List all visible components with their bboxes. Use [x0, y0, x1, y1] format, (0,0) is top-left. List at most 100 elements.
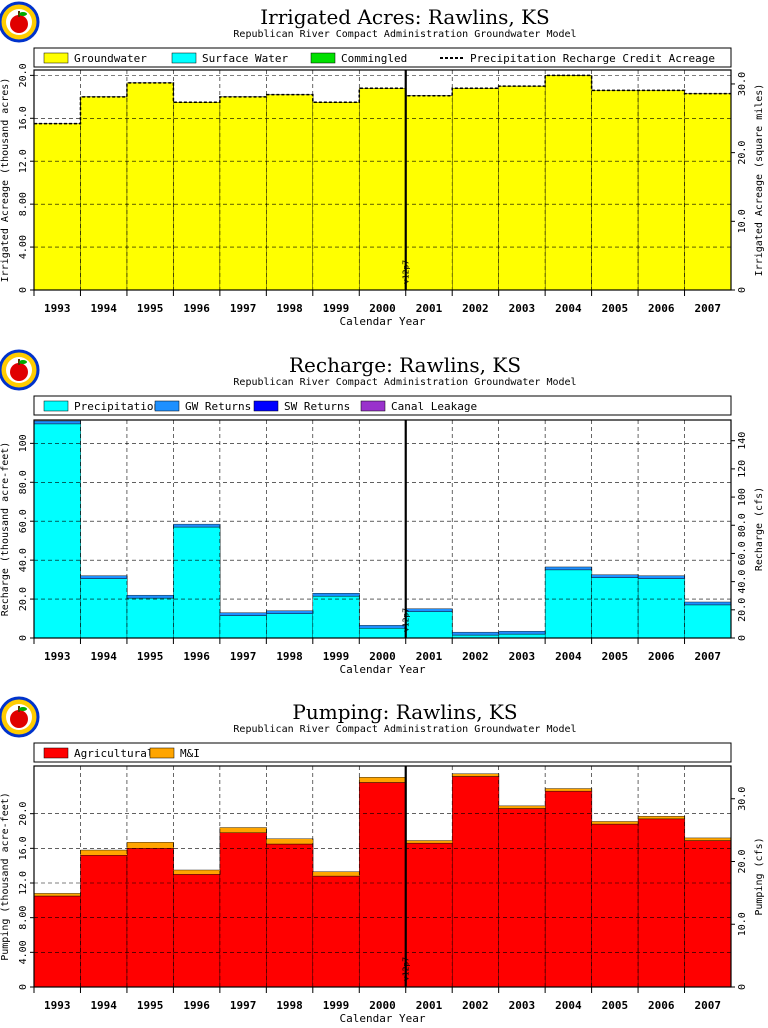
y2-tick-label: 0 [737, 635, 748, 641]
x-tick-label: 2007 [695, 302, 722, 315]
legend-entry: Agricultural [43, 747, 153, 760]
bar-segment [173, 874, 221, 988]
bar-segment [173, 523, 221, 528]
bar-segment [80, 575, 128, 579]
legend-entry: Surface Water [171, 52, 288, 65]
x-axis-label: Calendar Year [339, 315, 425, 328]
legend-entry: Groundwater [43, 52, 147, 65]
y-axis-label: Pumping (thousand acre-feet) [0, 792, 11, 961]
x-tick-label: 1997 [230, 999, 257, 1012]
y2-tick-label: 20.0 [737, 849, 748, 873]
legend-entry: Precipitation Recharge Credit Acreage [440, 52, 715, 65]
bar-segment [684, 601, 732, 606]
bar-segment [359, 88, 407, 291]
y2-tick-label: 30.0 [737, 787, 748, 811]
logo-apple [10, 15, 28, 33]
bar-segment [405, 611, 453, 639]
x-tick-label: 2005 [602, 302, 629, 315]
bar-segment [684, 840, 732, 988]
y-tick-label: 16.0 [18, 106, 29, 130]
x-tick-label: 2006 [648, 999, 675, 1012]
y2-axis-label: Irrigated Acreage (square miles) [754, 84, 765, 277]
x-tick-label: 1993 [44, 302, 71, 315]
apple-logo-icon [0, 1, 40, 43]
x-axis-label: Calendar Year [339, 1012, 425, 1024]
y-axis-label: Recharge (thousand acre-feet) [0, 442, 11, 617]
legend-label: Canal Leakage [391, 400, 477, 413]
y2-tick-label: 20.0 [737, 598, 748, 622]
legend-box [33, 742, 732, 763]
y-tick-label: 0 [18, 287, 29, 293]
x-tick-label: 2001 [416, 999, 443, 1012]
y-tick-label: 60.0 [18, 509, 29, 533]
bar-segment [312, 593, 360, 597]
bar-segment [544, 790, 593, 988]
y-tick-label: 0 [18, 635, 29, 641]
bar-segment [544, 566, 593, 571]
x-tick-label: 2001 [416, 302, 443, 315]
legend-swatch [310, 52, 336, 64]
x-tick-label: 1996 [183, 999, 210, 1012]
bar-segment [544, 75, 593, 291]
y2-tick-label: 0 [737, 287, 748, 293]
x-tick-label: 1996 [183, 650, 210, 663]
apple-logo-icon [0, 696, 40, 738]
bar-segment [637, 578, 686, 639]
chart-title: Irrigated Acres: Rawlins, KS [260, 5, 549, 29]
logo-leaf [19, 12, 27, 16]
bar-segment [126, 597, 174, 639]
legend-label: Agricultural [74, 747, 153, 760]
bar-segment [591, 90, 639, 291]
bar-segment [498, 630, 546, 635]
legend-swatch [43, 400, 69, 412]
bar-segment [452, 776, 500, 988]
bar-segment [33, 123, 81, 291]
x-tick-label: 1997 [230, 650, 257, 663]
x-tick-label: 1998 [276, 650, 303, 663]
x-tick-label: 2005 [602, 999, 629, 1012]
legend-label: GW Returns [185, 400, 251, 413]
y-tick-label: 4.00 [18, 235, 29, 259]
legend-swatch [149, 747, 175, 759]
x-tick-label: 1997 [230, 302, 257, 315]
logo-apple [10, 363, 28, 381]
y-tick-label: 8.00 [18, 192, 29, 216]
legend-swatch [253, 400, 279, 412]
bar-segment [544, 569, 593, 639]
bar-segment [80, 855, 128, 988]
bar-segment [452, 631, 500, 636]
bar-segment [359, 625, 407, 629]
x-tick-label: 2007 [695, 650, 722, 663]
logo-apple [10, 710, 28, 728]
y-tick-label: 20.0 [18, 63, 29, 87]
bar-segment [266, 613, 314, 639]
bar-segment [498, 85, 546, 291]
legend-swatch [360, 400, 386, 412]
legend-entry: Canal Leakage [360, 400, 477, 413]
x-tick-label: 2004 [555, 302, 582, 315]
y-tick-label: 20.0 [18, 802, 29, 826]
bar-segment [219, 96, 267, 291]
bar-segment [219, 832, 267, 988]
y2-tick-label: 120 [737, 460, 748, 478]
bar-segment [452, 88, 500, 291]
x-tick-label: 1994 [90, 302, 117, 315]
y-tick-label: 80.0 [18, 470, 29, 494]
version-marker-label: v12p7 [402, 608, 411, 632]
x-tick-label: 1994 [90, 650, 117, 663]
bar-segment [591, 577, 639, 639]
bar-segment [359, 782, 407, 988]
bar-segment [173, 101, 221, 291]
bar-segment [544, 788, 593, 792]
legend-box [33, 47, 732, 68]
x-tick-label: 2003 [509, 302, 536, 315]
x-tick-label: 1993 [44, 999, 71, 1012]
y-tick-label: 16.0 [18, 836, 29, 860]
legend-swatch [43, 747, 69, 759]
bar-segment [219, 615, 267, 639]
bar-segment [637, 575, 686, 579]
y2-tick-label: 100 [737, 488, 748, 506]
